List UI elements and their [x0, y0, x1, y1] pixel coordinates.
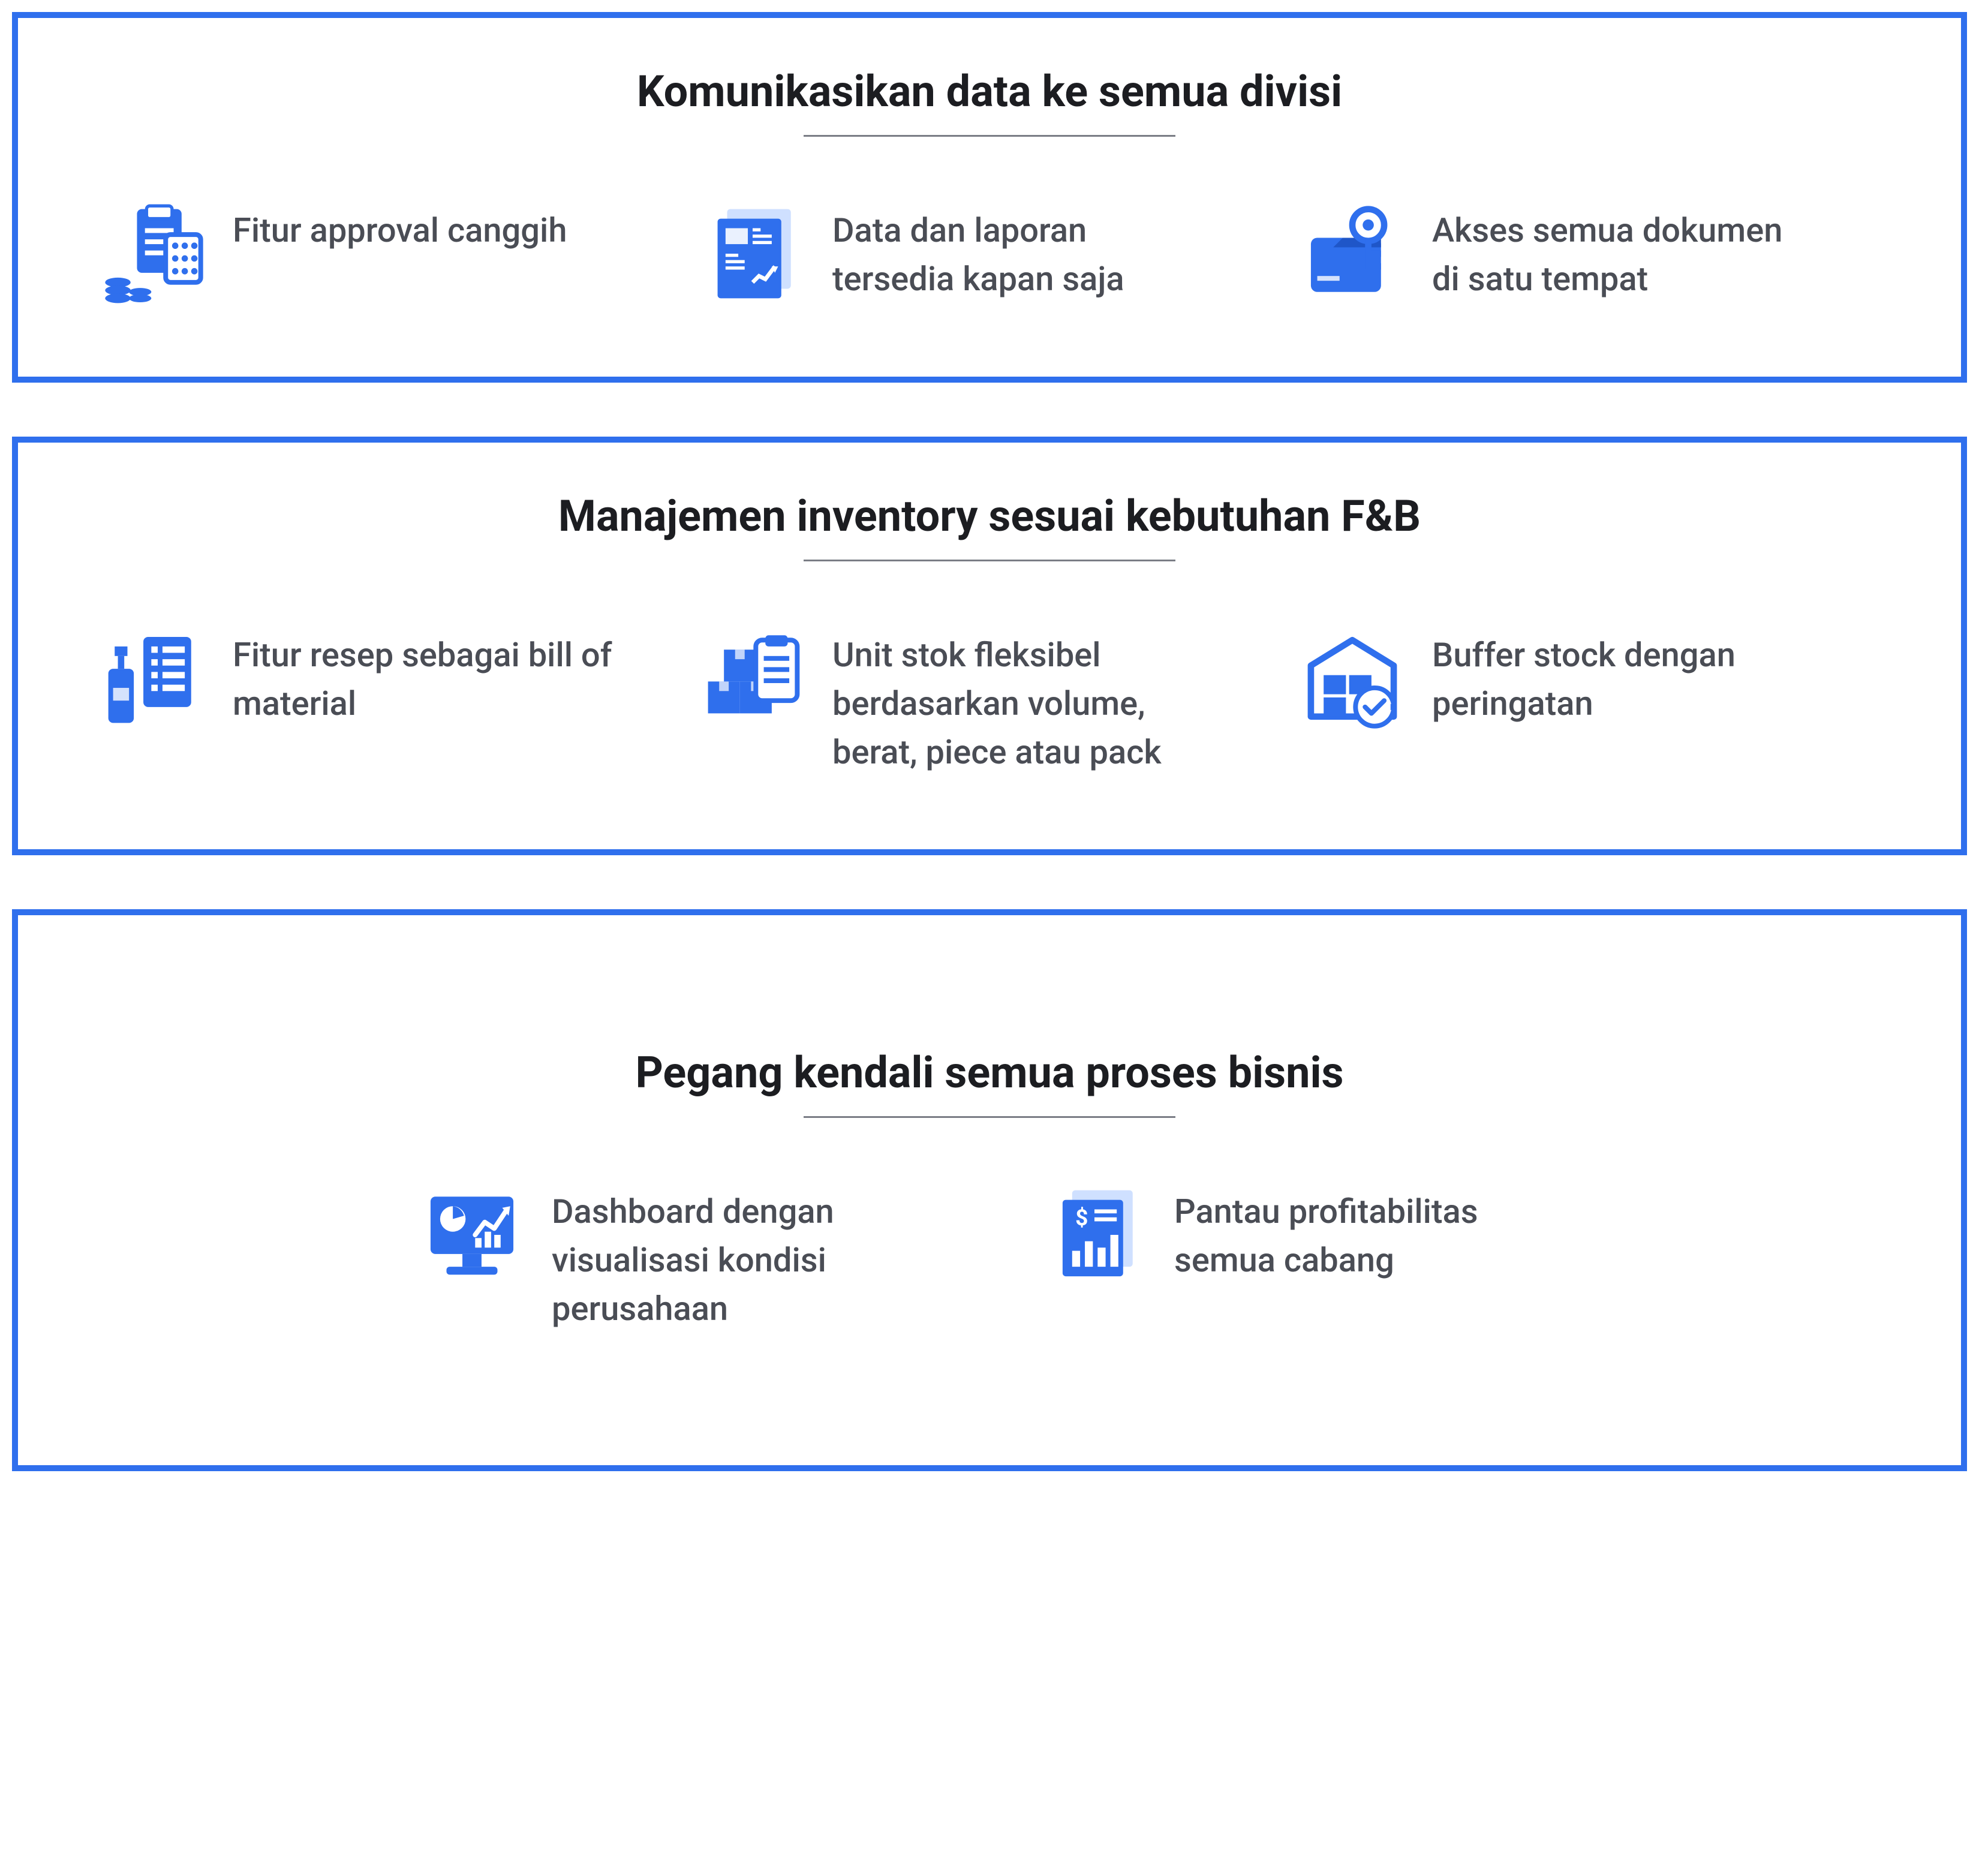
- feature-row: Dashboard dengan visualisasi kondisi per…: [102, 1184, 1877, 1334]
- feature-text: Fitur resep sebagai bill of material: [233, 627, 616, 728]
- feature-text: Pantau profitabilitas semua cabang: [1174, 1184, 1558, 1285]
- title-divider: [804, 135, 1175, 137]
- feature-text: Fitur approval canggih: [233, 203, 567, 255]
- feature-text: Unit stok fleksibel berdasarkan volume, …: [832, 627, 1216, 777]
- feature-item: $ Pantau profitabilitas semua cabang: [1043, 1184, 1558, 1334]
- feature-text: Buffer stock dengan peringatan: [1432, 627, 1816, 728]
- feature-text: Dashboard dengan visualisasi kondisi per…: [552, 1184, 936, 1334]
- section-komunikasi: Komunikasikan data ke semua divisi: [12, 12, 1967, 383]
- title-divider: [804, 1116, 1175, 1118]
- boxes-clipboard-icon: [702, 627, 804, 729]
- feature-item: Data dan laporan tersedia kapan saja: [702, 203, 1277, 305]
- section-kendali: Pegang kendali semua proses bisnis: [12, 909, 1967, 1472]
- warehouse-check-icon: [1301, 627, 1403, 729]
- report-chart-icon: [702, 203, 804, 305]
- page-root: Komunikasikan data ke semua divisi: [12, 12, 1967, 1471]
- recipe-bottle-icon: [102, 627, 204, 729]
- feature-text: Akses semua dokumen di satu tempat: [1432, 203, 1816, 303]
- feature-item: Fitur approval canggih: [102, 203, 678, 305]
- clipboard-coins-icon: [102, 203, 204, 305]
- section-title: Pegang kendali semua proses bisnis: [102, 1047, 1877, 1098]
- feature-item: Buffer stock dengan peringatan: [1301, 627, 1877, 777]
- feature-item: Fitur resep sebagai bill of material: [102, 627, 678, 777]
- feature-row: Fitur resep sebagai bill of material: [102, 627, 1877, 777]
- section-title: Komunikasikan data ke semua divisi: [102, 66, 1877, 117]
- section-title: Manajemen inventory sesuai kebutuhan F&B: [102, 491, 1877, 542]
- feature-item: Akses semua dokumen di satu tempat: [1301, 203, 1877, 305]
- title-divider: [804, 560, 1175, 561]
- dashboard-monitor-icon: [421, 1184, 523, 1286]
- folder-key-icon: [1301, 203, 1403, 305]
- feature-item: Dashboard dengan visualisasi kondisi per…: [421, 1184, 936, 1334]
- feature-text: Data dan laporan tersedia kapan saja: [832, 203, 1216, 303]
- svg-text:$: $: [1075, 1205, 1088, 1231]
- feature-row: Fitur approval canggih Data dan laporan …: [102, 203, 1877, 305]
- feature-item: Unit stok fleksibel berdasarkan volume, …: [702, 627, 1277, 777]
- section-inventory: Manajemen inventory sesuai kebutuhan F&B: [12, 437, 1967, 855]
- profit-report-icon: $: [1043, 1184, 1145, 1286]
